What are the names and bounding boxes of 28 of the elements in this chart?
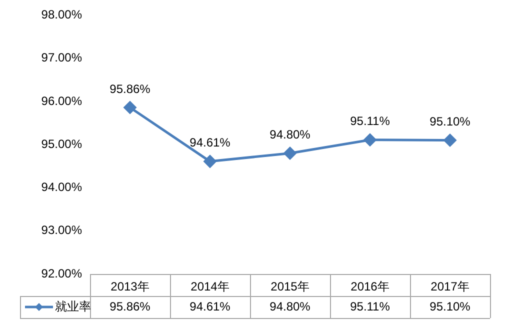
- text: 94.80%: [270, 128, 310, 142]
- text: 95.11%: [350, 114, 390, 128]
- text: 94.61%: [190, 136, 230, 150]
- y-tick-label: 96.00%: [41, 94, 82, 108]
- y-tick-label: 93.00%: [41, 223, 82, 238]
- legend-label: 就业率: [55, 299, 91, 314]
- y-tick-label: 94.00%: [41, 180, 82, 194]
- point: [444, 134, 456, 147]
- data-label: 95.10%: [430, 299, 471, 314]
- x-tick-label: 2014年: [190, 280, 230, 294]
- data-label: 95.86%: [110, 299, 151, 314]
- x-tick-label: 2016年: [350, 280, 390, 294]
- y-tick-label: 92.00%: [41, 266, 82, 280]
- x-tick-label: 2017年: [430, 280, 470, 294]
- data-label: 94.61%: [190, 299, 231, 314]
- y-tick-label: 97.00%: [41, 50, 82, 65]
- x-tick-label: 2015年: [270, 280, 310, 294]
- point: [364, 134, 376, 146]
- y-tick-label: 98.00%: [41, 8, 82, 22]
- text: 95.86%: [110, 82, 150, 96]
- text: 95.10%: [430, 114, 470, 129]
- point: [284, 146, 296, 160]
- point: [204, 155, 216, 168]
- data-label: 94.80%: [270, 299, 311, 314]
- y-tick-label: 95.00%: [41, 136, 82, 151]
- point: [124, 101, 136, 114]
- x-tick-label: 2013年: [110, 280, 150, 294]
- data-label: 95.11%: [350, 299, 390, 314]
